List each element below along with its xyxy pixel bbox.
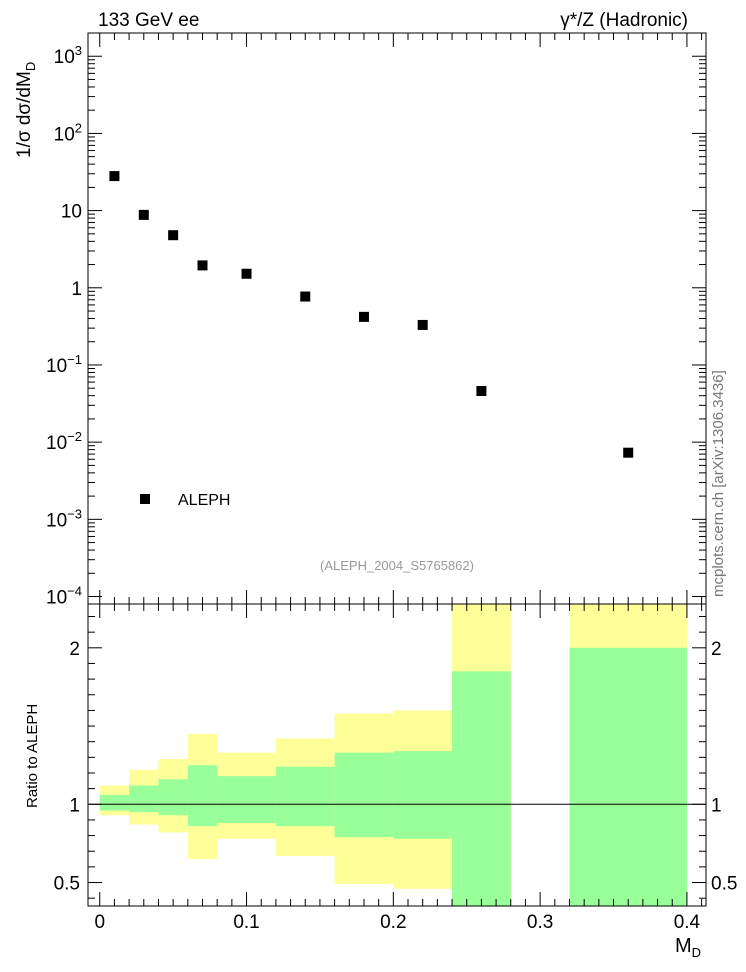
data-point-aleph [476, 385, 487, 396]
ratio-inner-band-5 [275, 766, 335, 827]
watermark: mcplots.cern.ch [arXiv:1306.3436] [710, 370, 727, 597]
main-y-tick-label: 1 [71, 279, 82, 300]
x-axis-label: MD [675, 935, 701, 960]
data-point-aleph [300, 291, 311, 302]
data-point-aleph [241, 268, 252, 279]
main-y-tick-label: 103 [54, 43, 82, 68]
ratio-inner-band-6 [334, 752, 394, 838]
ratio-inner-band-3 [187, 765, 218, 827]
ratio-y-tick-label-right: 0.5 [711, 874, 737, 895]
ratio-y-tick-label-left: 0.5 [54, 874, 80, 895]
ratio-y-tick-label-right: 1 [711, 795, 722, 816]
x-tick-label: 0.4 [674, 912, 701, 933]
main-y-tick-label: 102 [54, 120, 82, 145]
main-plot-frame [87, 32, 707, 605]
data-point-aleph [168, 230, 179, 241]
ratio-plot-frame [87, 603, 707, 907]
data-point-aleph [623, 447, 634, 458]
ratio-y-axis-label: Ratio to ALEPH [24, 704, 41, 808]
main-y-tick-label: 10 [61, 202, 82, 223]
process-label: γ*/Z (Hadronic) [560, 10, 688, 31]
x-tick-label: 0.3 [527, 912, 553, 933]
ratio-inner-band-7 [393, 751, 453, 839]
ratio-inner-band-4 [217, 776, 276, 824]
ratio-inner-band-8 [452, 671, 511, 906]
main-y-tick-label: 10−1 [46, 352, 82, 377]
data-point-aleph [109, 171, 120, 182]
data-point-aleph [197, 260, 208, 271]
main-y-tick-label: 10−2 [46, 429, 82, 454]
x-tick-label: 0.1 [233, 912, 259, 933]
ratio-y-tick-label-right: 2 [711, 639, 722, 660]
main-y-axis-label: 1/σ dσ/dMD [14, 62, 38, 158]
analysis-label: (ALEPH_2004_S5765862) [320, 558, 474, 573]
ratio-inner-band-1 [129, 785, 159, 813]
legend-marker [140, 494, 150, 504]
main-y-tick-label: 10−4 [46, 584, 82, 609]
ratio-inner-band-9 [569, 647, 687, 906]
legend-label-aleph: ALEPH [178, 492, 230, 509]
ratio-y-tick-label-left: 2 [69, 639, 80, 660]
main-y-tick-label: 10−3 [46, 506, 82, 531]
ratio-y-tick-label-left: 1 [69, 795, 80, 816]
ratio-inner-band-0 [99, 794, 130, 811]
x-tick-label: 0.2 [380, 912, 406, 933]
x-tick-label: 0 [94, 912, 105, 933]
data-point-aleph [138, 209, 149, 220]
data-point-aleph [417, 319, 428, 330]
energy-label: 133 GeV ee [98, 10, 199, 31]
data-point-aleph [358, 311, 369, 322]
ratio-inner-band-2 [158, 779, 188, 816]
